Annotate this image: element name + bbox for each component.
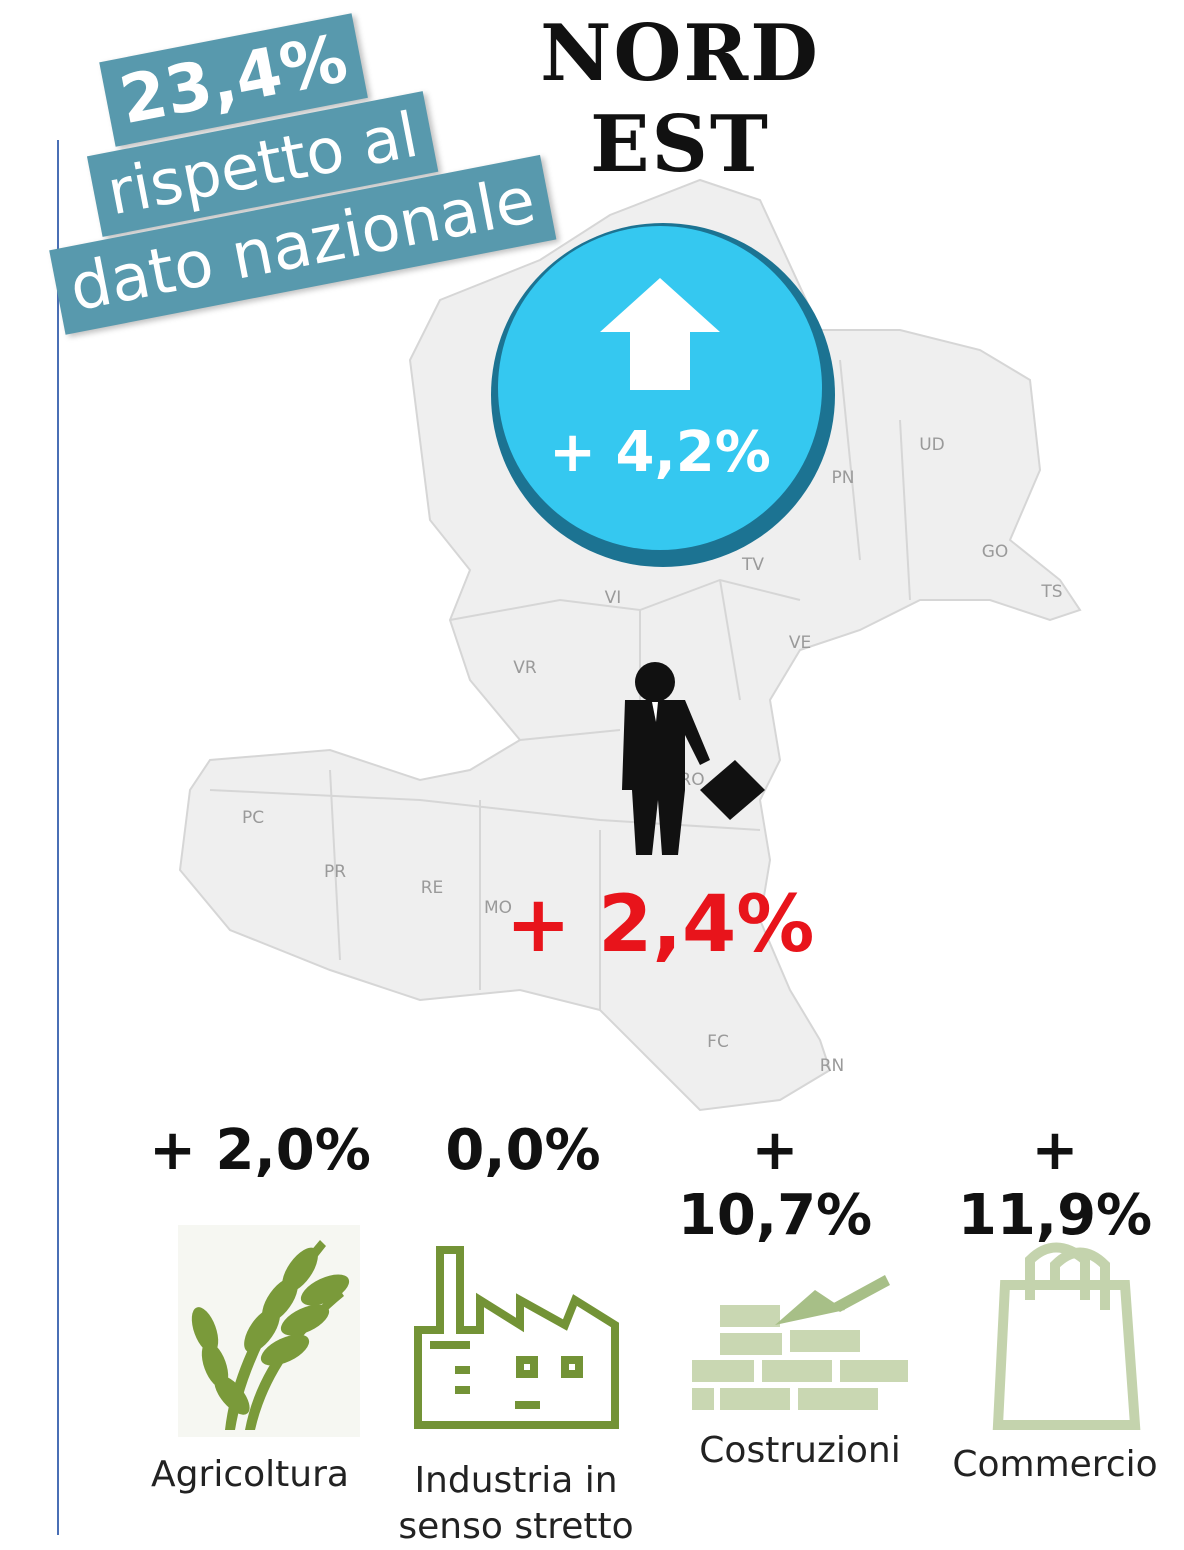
wheat-icon (178, 1225, 360, 1437)
map-label: RE (421, 878, 444, 898)
businessman-icon (622, 662, 765, 855)
map (178, 178, 1082, 1112)
map-label: UD (919, 435, 945, 455)
map-label: TS (1040, 582, 1062, 602)
region-change: + 2,4% (505, 880, 815, 970)
sector-value: + 11,9% (957, 1118, 1153, 1248)
province-borders (209, 359, 911, 1010)
sector-label-line: Commercio (952, 1444, 1158, 1485)
sector-label-line: Costruzioni (699, 1430, 901, 1471)
map-label: VE (789, 633, 811, 653)
sector-label: Costruzioni (660, 1428, 940, 1474)
bricks-icon (692, 1275, 908, 1410)
sector-label-line: Industria in (414, 1460, 618, 1501)
map-label: RO (679, 770, 704, 790)
arrow-up (600, 278, 720, 390)
map-label: GO (982, 542, 1009, 562)
map-label: PC (242, 808, 264, 828)
region-shape (178, 178, 1082, 1112)
factory-icon (414, 1246, 619, 1429)
sector-label: Agricoltura (110, 1452, 390, 1498)
sector-value: + 10,7% (677, 1118, 873, 1248)
map-label: PN (832, 468, 855, 488)
map-label: VI (605, 588, 622, 608)
sector-label-line: senso stretto (398, 1506, 634, 1547)
map-label: TV (741, 555, 764, 575)
shopping-bag-icon (992, 1242, 1141, 1430)
map-label: RN (820, 1056, 845, 1076)
headline-change: + 4,2% (549, 420, 771, 485)
title: NORD EST (540, 8, 820, 190)
sector-value: 0,0% (445, 1118, 601, 1183)
map-label: VR (513, 658, 537, 678)
map-label: FC (707, 1032, 729, 1052)
sector-value: + 2,0% (149, 1118, 371, 1183)
map-label: MO (484, 898, 512, 918)
divider-line (57, 140, 59, 1535)
badge-circle (491, 223, 835, 567)
sector-label: Commercio (915, 1442, 1184, 1488)
sector-label: Industria in senso stretto (376, 1458, 656, 1550)
map-label: PR (324, 862, 346, 882)
sector-label-line: Agricoltura (151, 1454, 349, 1495)
